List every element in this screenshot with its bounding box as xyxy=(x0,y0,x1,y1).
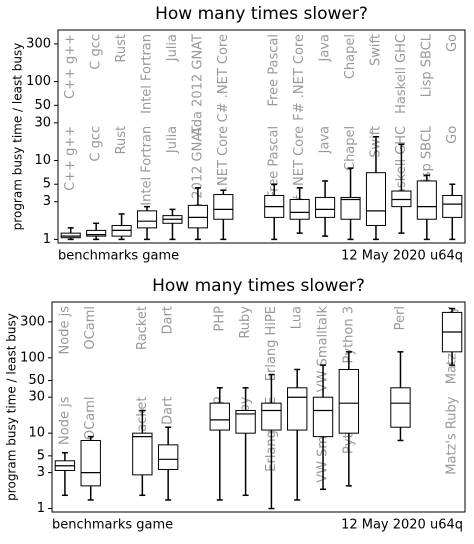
box xyxy=(391,190,412,208)
box xyxy=(60,232,81,239)
y-tick-label: 10 xyxy=(28,426,45,441)
box xyxy=(213,194,234,220)
category-label-lower: Rust xyxy=(114,126,129,155)
box xyxy=(287,387,308,431)
chart-title: How many times slower? xyxy=(155,4,368,24)
y-tick-label: 10 xyxy=(34,153,51,168)
y-tick-label: 50 xyxy=(34,98,51,113)
box xyxy=(390,387,411,428)
y-axis-label: program busy time / least busy xyxy=(11,43,25,231)
category-label: C++ g++ xyxy=(63,34,78,99)
box xyxy=(365,172,387,226)
category-label: Julia xyxy=(165,34,180,62)
box xyxy=(289,199,310,220)
category-label-lower: Ada 2012 GNAT xyxy=(190,126,205,228)
category-label: Intel Fortran xyxy=(140,34,155,114)
box xyxy=(312,396,334,438)
category-label-lower: Intel Fortran xyxy=(140,126,155,206)
category-label: Ada 2012 GNAT xyxy=(190,34,205,136)
box xyxy=(442,194,463,218)
category-label: C gcc xyxy=(89,34,104,70)
category-label: Java xyxy=(318,34,333,62)
category-label-lower: Dart xyxy=(161,397,176,425)
category-label: Go xyxy=(445,34,460,52)
category-label: VW Smalltalk xyxy=(316,306,331,393)
y-tick-label: 300 xyxy=(26,36,51,51)
category-label: Chapel xyxy=(343,34,358,79)
y-tick-label: 30 xyxy=(34,115,51,130)
y-tick-label: 30 xyxy=(28,390,45,405)
category-label-lower: C++ g++ xyxy=(63,126,78,191)
y-tick-label: 1 xyxy=(43,232,51,247)
y-tick-label: 1 xyxy=(37,501,45,516)
footer-right: 12 May 2020 u64q xyxy=(341,518,463,533)
y-tick-label: 3 xyxy=(37,465,45,480)
footer-left: benchmarks game xyxy=(52,518,173,533)
category-label-lower: Java xyxy=(318,126,333,154)
y-tick-label: 100 xyxy=(20,350,45,365)
category-label: Racket xyxy=(135,306,150,350)
category-label-lower: Go xyxy=(445,126,460,144)
category-label: Ruby xyxy=(238,306,253,339)
box xyxy=(157,444,179,470)
box xyxy=(136,210,158,229)
category-label-lower: Lisp SBCL xyxy=(419,125,434,189)
category-label: Rust xyxy=(114,34,129,63)
category-label: Haskell GHC xyxy=(394,34,409,114)
y-tick-label: 100 xyxy=(26,74,51,89)
category-label: Erlang HiPE xyxy=(264,306,279,381)
category-label: Lisp SBCL xyxy=(419,33,434,97)
box xyxy=(340,196,361,220)
category-label: Python 3 xyxy=(341,306,356,363)
plot-frame xyxy=(51,301,466,513)
y-axis-label: program busy time / least busy xyxy=(5,313,19,501)
y-tick-label: 3 xyxy=(43,194,51,209)
box xyxy=(315,196,336,218)
box xyxy=(261,402,282,431)
category-label: PHP xyxy=(212,306,227,332)
box xyxy=(235,409,256,434)
box xyxy=(338,368,360,434)
y-tick-label: 50 xyxy=(28,373,45,388)
y-tick-label: 300 xyxy=(20,314,45,329)
category-label: C# .NET Core xyxy=(216,34,231,122)
category-label: Free Pascal xyxy=(267,34,282,106)
category-label: Lua xyxy=(290,306,305,329)
category-label-lower: C# .NET Core xyxy=(216,126,231,214)
category-label-lower: Julia xyxy=(165,126,180,154)
footer-right: 12 May 2020 u64q xyxy=(341,249,463,264)
category-label: Swift xyxy=(368,34,383,66)
category-label-lower: OCaml xyxy=(83,397,98,441)
category-label-lower: C gcc xyxy=(89,126,104,162)
category-label-lower: Node js xyxy=(57,396,72,445)
footer-left: benchmarks game xyxy=(58,249,179,264)
category-label: Dart xyxy=(161,306,176,334)
category-label-lower: Chapel xyxy=(343,126,358,171)
category-label-lower: Matz's Ruby xyxy=(445,396,460,475)
box xyxy=(187,204,208,229)
category-label: Perl xyxy=(393,306,408,330)
category-label-lower: Free Pascal xyxy=(267,126,282,198)
category-label-lower: F# .NET Core xyxy=(292,126,307,213)
box xyxy=(80,439,101,487)
category-label: OCaml xyxy=(83,306,98,350)
plot-frame xyxy=(57,29,466,244)
category-label: Node js xyxy=(57,306,72,355)
chart-title: How many times slower? xyxy=(152,276,365,296)
box xyxy=(416,180,437,220)
box xyxy=(86,229,107,237)
y-tick-label: 5 xyxy=(43,177,51,192)
box xyxy=(209,402,230,431)
y-tick-label: 5 xyxy=(37,448,45,463)
category-label: F# .NET Core xyxy=(292,34,307,121)
box xyxy=(132,432,153,476)
